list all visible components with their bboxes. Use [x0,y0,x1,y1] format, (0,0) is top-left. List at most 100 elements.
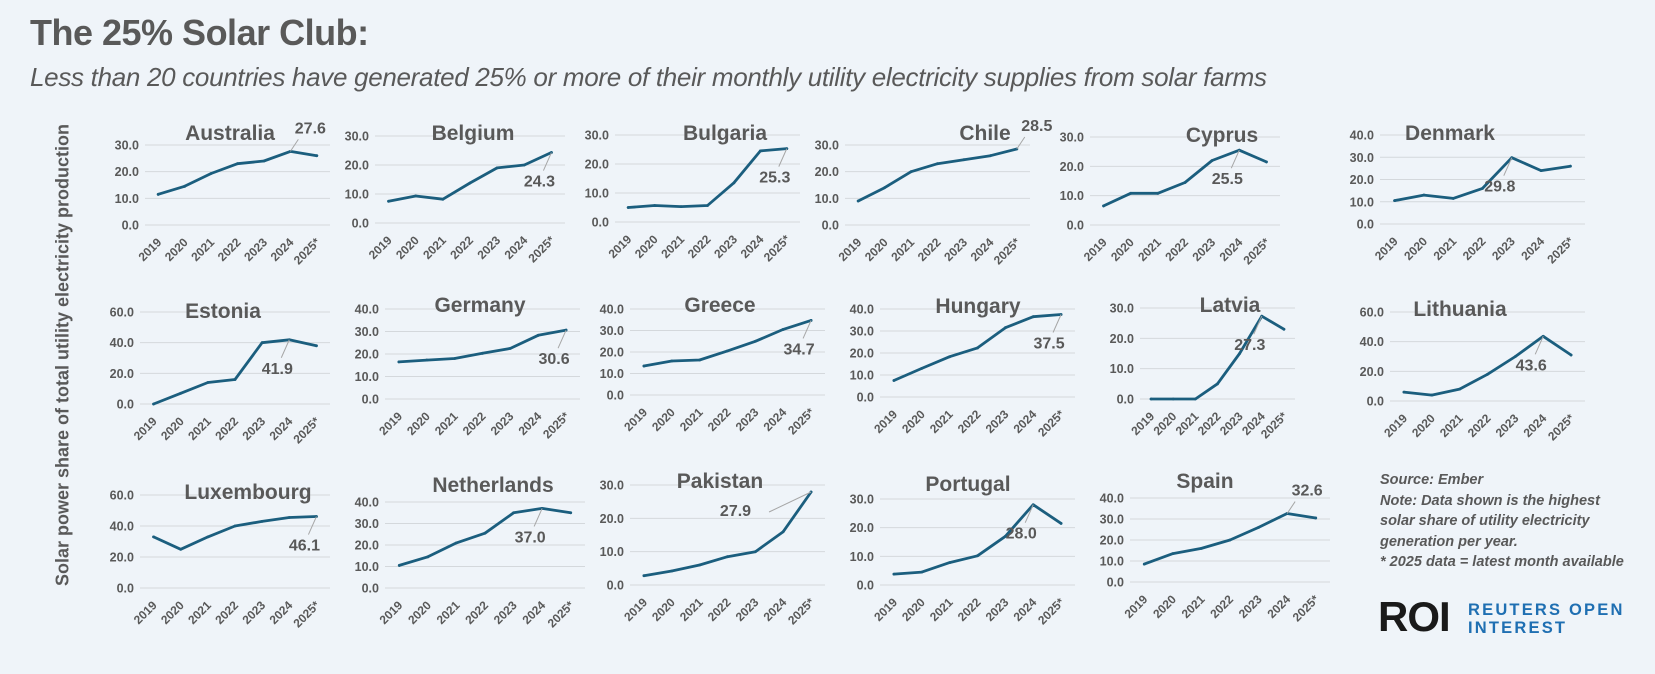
x-tick-label: 2021 [1173,409,1202,438]
label-leader-line [1016,136,1026,150]
y-tick-label: 30.0 [1110,302,1134,316]
label-leader-line [1534,336,1544,355]
x-tick-label: 2022 [1460,234,1489,263]
data-point [1282,327,1286,331]
x-tick-label: 2020 [1150,592,1179,621]
panel-title: Chile [959,122,1010,145]
y-tick-label: 10.0 [600,545,624,559]
x-tick-label: 2022 [212,598,241,627]
data-point [1171,552,1175,556]
y-tick-label: 10.0 [355,370,379,384]
x-tick-label: 2019 [131,414,160,443]
label-leader-line [542,152,552,171]
y-tick-label: 60.0 [110,306,134,320]
data-label: 30.6 [539,351,570,368]
data-label: 25.5 [1212,171,1243,188]
y-tick-label: 30.0 [850,325,874,339]
panel-title: Germany [434,294,525,317]
series-line-latvia [1149,314,1286,401]
data-label: 43.6 [1516,357,1547,374]
panel-title: Estonia [185,300,261,323]
x-tick-label: 2023 [491,598,520,627]
x-tick-label: 2022 [1195,409,1224,438]
y-tick-label: 0.0 [362,393,379,407]
data-label: 34.7 [784,341,815,358]
data-point [758,149,762,153]
panel-title: Denmark [1405,122,1495,145]
x-tick-label: 2023 [711,232,740,261]
y-tick-label: 10.0 [115,192,139,206]
label-leader-line [1503,157,1513,176]
x-tick-label: 2022 [447,233,476,262]
data-point [726,555,729,559]
x-tick-label: 2025* [761,232,793,264]
x-tick-label: 2025* [290,598,322,630]
y-tick-label: 20.0 [850,521,874,535]
data-point [1129,191,1133,195]
x-tick-label: 2025* [1240,235,1272,267]
x-tick-label: 2021 [677,405,706,434]
data-point [698,358,702,362]
notes-block: Source: Ember Note: Data shown is the hi… [1380,470,1624,573]
x-tick-label: 2022 [955,595,984,624]
x-tick-label: 2024 [519,598,548,627]
y-tick-label: 10.0 [850,369,874,383]
label-leader-line [768,491,812,513]
data-point [626,206,630,209]
data-point [642,364,646,368]
y-tick-label: 30.0 [355,325,379,339]
x-tick-label: 2022 [1162,235,1191,264]
data-label: 27.3 [1234,337,1265,354]
label-leader-line [802,320,812,339]
x-tick-label: 2020 [632,232,661,261]
footnote: * 2025 data = latest month available [1380,554,1624,570]
x-tick-label: 2019 [376,409,405,438]
x-tick-label: 2019 [836,235,865,264]
panel-title: Lithuania [1413,298,1507,321]
x-tick-label: 2023 [941,235,970,264]
x-tick-label: 2021 [420,233,449,262]
data-label: 28.0 [1006,526,1037,543]
data-point [512,511,515,515]
data-point [781,530,785,534]
x-tick-label: 2025* [785,595,817,627]
data-point [233,524,237,528]
x-tick-label: 2020 [158,414,187,443]
x-tick-label: 2019 [621,405,650,434]
x-tick-label: 2019 [606,232,635,261]
label-leader-line [1024,504,1034,523]
panel-title: Greece [684,294,755,317]
data-point [856,199,860,203]
data-point [206,381,210,384]
x-tick-label: 2021 [432,409,461,438]
x-tick-label: 2020 [899,595,928,624]
data-point [670,359,674,363]
panel-title: Latvia [1200,294,1261,317]
data-point [397,564,401,567]
x-tick-label: 2024 [1521,411,1550,440]
data-label: 41.9 [262,361,293,378]
y-tick-label: 20.0 [815,165,839,179]
data-point [948,561,952,565]
data-point [453,357,457,360]
data-point [920,570,924,574]
y-tick-label: 0.0 [607,579,624,593]
y-tick-label: 20.0 [585,158,609,172]
y-tick-label: 0.0 [1357,218,1374,232]
data-point [1003,326,1007,330]
panel-title: Luxembourg [184,481,311,504]
panel-title: Hungary [935,295,1021,318]
x-tick-label: 2024 [761,595,790,624]
data-point [468,181,472,185]
data-point [1568,164,1572,168]
data-point [976,346,979,350]
data-point [387,199,390,203]
data-point [1149,397,1153,401]
data-point [536,333,540,337]
y-tick-label: 30.0 [355,517,379,531]
data-point [495,166,499,170]
x-tick-label: 2025* [545,598,577,630]
x-tick-label: 2021 [658,232,687,261]
x-tick-label: 2021 [927,595,956,624]
